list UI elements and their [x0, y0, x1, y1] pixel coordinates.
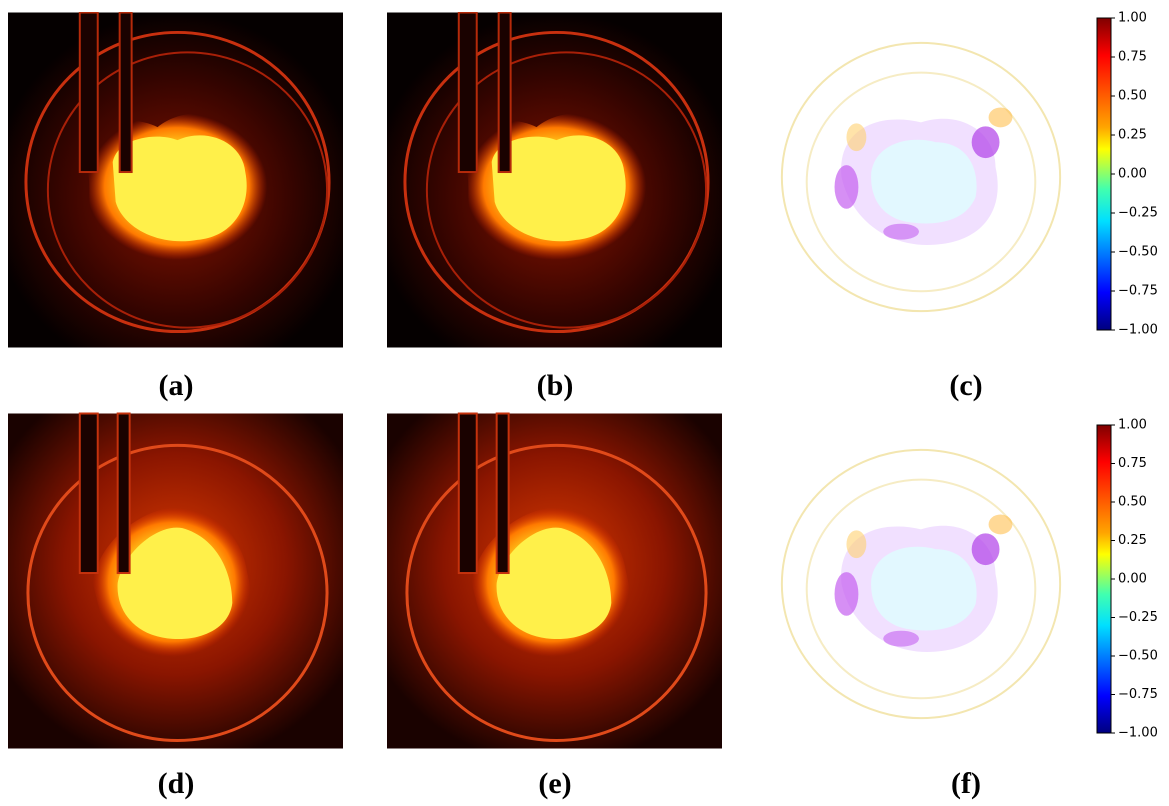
colorbar — [1097, 425, 1111, 733]
tick-label: −0.50 — [1118, 245, 1158, 260]
image — [387, 13, 722, 348]
tick-label: −0.75 — [1118, 284, 1158, 299]
image — [8, 414, 343, 749]
panel-label: (d) — [158, 767, 195, 800]
figure: (a) (b) (c) (d) (e) (f) 1.00 0.75 0.50 0.25… — [0, 0, 1169, 806]
difference-map — [762, 18, 1080, 336]
panel-label: (a) — [159, 369, 194, 402]
tick-label: 0.50 — [1118, 495, 1147, 510]
tick-label: 0.75 — [1118, 456, 1147, 471]
tick-label: 0.00 — [1118, 572, 1147, 587]
colorbar — [1097, 18, 1111, 330]
image — [8, 13, 343, 348]
tick-label: 0.75 — [1118, 50, 1147, 65]
tick-label: −0.75 — [1118, 687, 1158, 702]
panel-label: (f) — [951, 767, 981, 800]
tick-label: −1.00 — [1118, 726, 1158, 741]
panel-label: (c) — [949, 369, 982, 402]
tick-label: −0.50 — [1118, 649, 1158, 664]
tick-label: −0.25 — [1118, 206, 1158, 221]
tick-label: 0.25 — [1118, 128, 1147, 143]
tick-label: 1.00 — [1118, 418, 1147, 433]
tick-label: 0.00 — [1118, 167, 1147, 182]
panel-label: (b) — [537, 369, 574, 402]
tick-label: 0.25 — [1118, 533, 1147, 548]
tick-label: 1.00 — [1118, 11, 1147, 26]
tick-label: −1.00 — [1118, 323, 1158, 338]
panel-label: (e) — [538, 767, 571, 800]
difference-map — [762, 425, 1080, 743]
tick-label: 0.50 — [1118, 89, 1147, 104]
image — [387, 414, 722, 749]
tick-label: −0.25 — [1118, 610, 1158, 625]
